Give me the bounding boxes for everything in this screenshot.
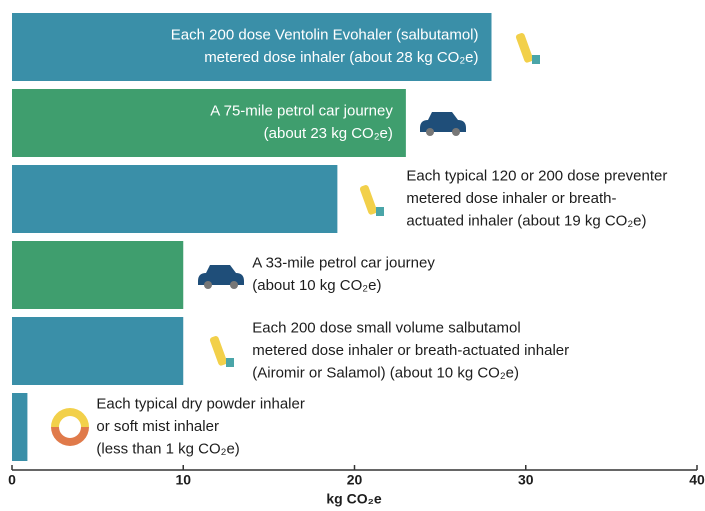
x-axis-title: kg CO₂e: [326, 491, 381, 507]
icons: [51, 33, 540, 446]
x-tick-label: 10: [175, 472, 191, 488]
bar-label: Each typical 120 or 200 dose preventer: [406, 167, 667, 184]
bar: [12, 89, 406, 157]
dry-powder-icon: [51, 408, 89, 446]
bar: [12, 13, 492, 81]
bar: [12, 165, 338, 233]
car-icon: [420, 112, 466, 136]
inhaler-icon: [515, 33, 540, 64]
bar-label: Each 200 dose Ventolin Evohaler (salbuta…: [171, 27, 479, 44]
inhaler-icon: [209, 336, 234, 367]
x-tick-label: 30: [518, 472, 534, 488]
bar-label: A 75-mile petrol car journey: [210, 103, 393, 120]
bar-label: Each 200 dose small volume salbutamol: [252, 319, 520, 336]
inhaler-icon: [359, 185, 384, 216]
bar-label: metered dose inhaler (about 28 kg CO₂e): [204, 49, 478, 66]
bar-label: metered dose inhaler or breath-: [406, 190, 616, 207]
bar-label: A 33-mile petrol car journey: [252, 255, 435, 272]
bar-label: (less than 1 kg CO₂e): [96, 440, 239, 457]
bar-label: actuated inhaler (about 19 kg CO₂e): [406, 212, 646, 229]
car-icon: [198, 265, 244, 289]
bar: [12, 317, 184, 385]
x-tick-label: 40: [689, 472, 705, 488]
bar-label: (about 10 kg CO₂e): [252, 277, 381, 294]
bar-label: (Airomir or Salamol) (about 10 kg CO₂e): [252, 364, 519, 381]
x-tick-label: 0: [8, 472, 16, 488]
x-tick-label: 20: [347, 472, 363, 488]
bar: [12, 393, 28, 461]
bar: [12, 241, 184, 309]
bar-label: Each typical dry powder inhaler: [96, 395, 304, 412]
bar-label: or soft mist inhaler: [96, 418, 219, 435]
bar-label: (about 23 kg CO₂e): [264, 125, 393, 142]
bar-label: metered dose inhaler or breath-actuated …: [252, 342, 569, 359]
